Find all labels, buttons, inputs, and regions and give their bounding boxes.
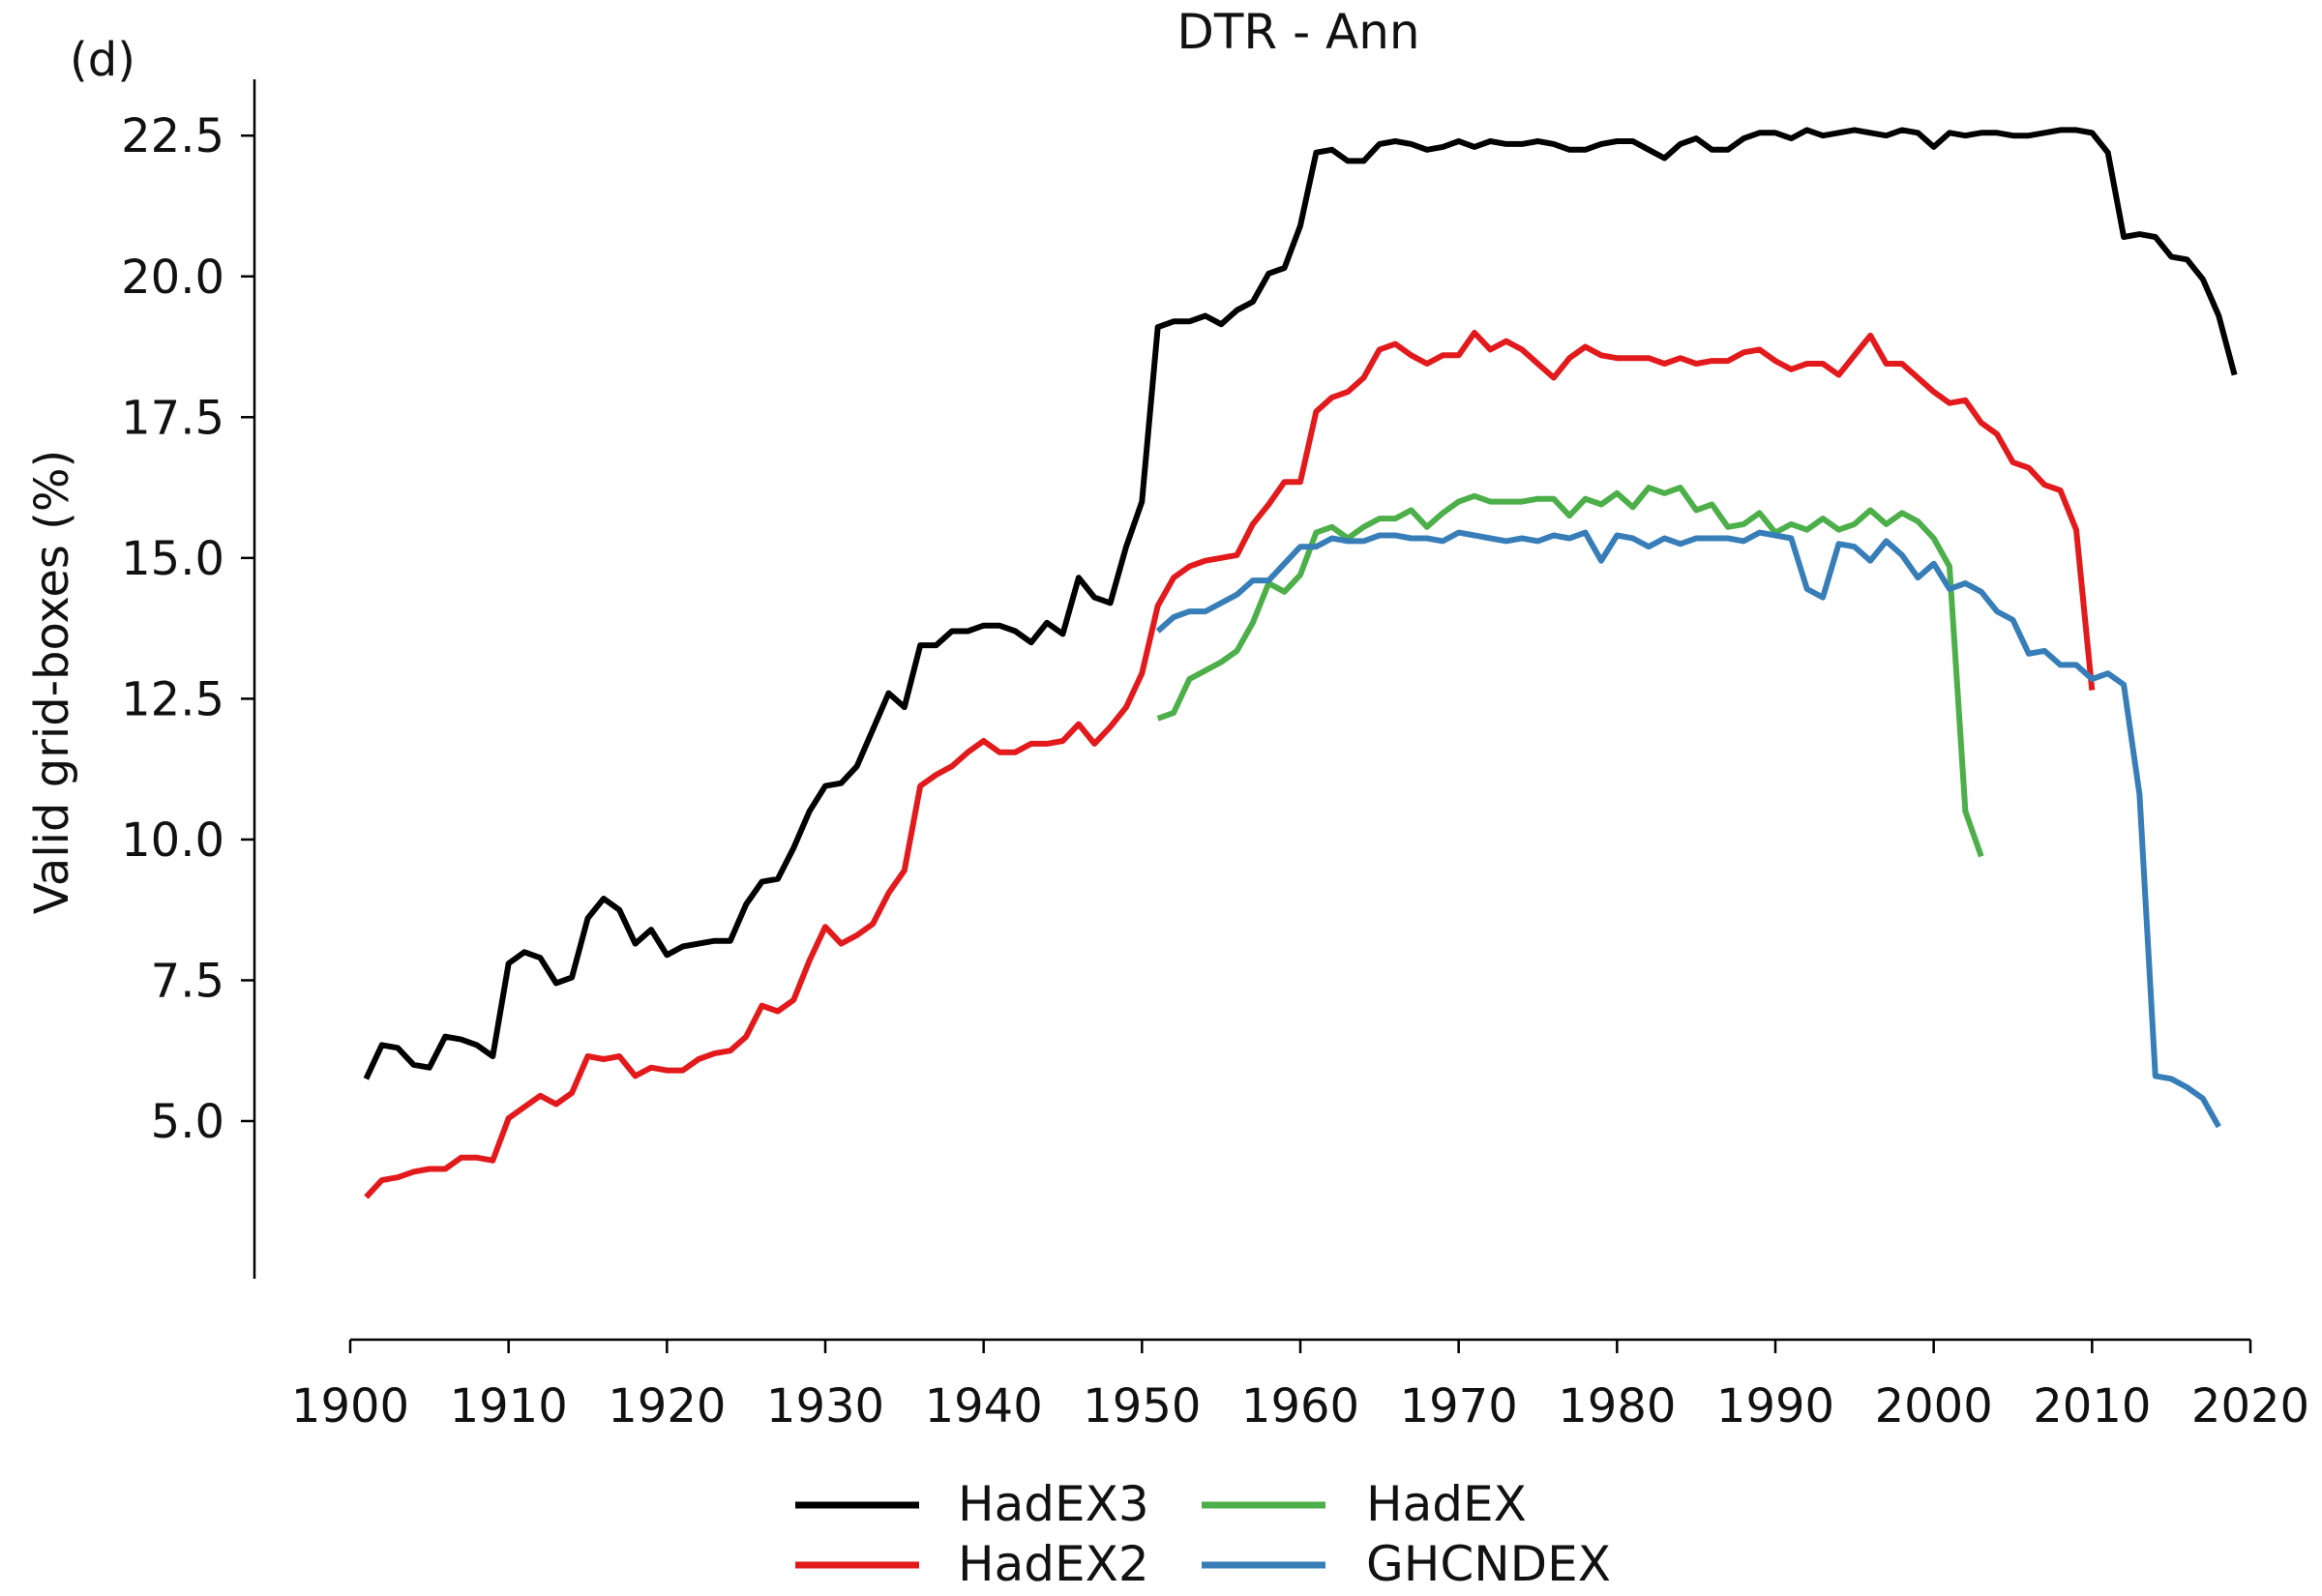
chart-title: DTR - Ann xyxy=(1176,4,1419,60)
x-axis-ticks: 1900 1910 1920 1930 1940 1950 1960 1970 1980 1990… xyxy=(291,1340,2309,1433)
y-tick-label: 5.0 xyxy=(151,1095,224,1149)
x-tick-label: 1990 xyxy=(1716,1379,1834,1433)
y-tick-label: 22.5 xyxy=(121,109,224,163)
y-axis-label: Valid grid-boxes (%) xyxy=(25,450,79,914)
y-tick-label: 17.5 xyxy=(121,391,224,445)
legend: HadEX3 HadEX2 HadEX GHCNDEX xyxy=(795,1476,1611,1592)
x-tick-label: 1960 xyxy=(1241,1379,1359,1433)
x-tick-label: 2010 xyxy=(2033,1379,2151,1433)
y-tick-label: 12.5 xyxy=(121,672,224,726)
x-tick-label: 2020 xyxy=(2191,1379,2309,1433)
legend-label-hadex3: HadEX3 xyxy=(958,1476,1149,1532)
series-line-hadex3 xyxy=(363,127,2238,1080)
series-line-hadex xyxy=(1156,485,1984,858)
x-tick-label: 1900 xyxy=(291,1379,409,1433)
y-axis-ticks: 5.0 7.5 10.0 12.5 15.0 17.5 20.0 22.5 xyxy=(121,109,254,1149)
x-tick-label: 1930 xyxy=(766,1379,884,1433)
y-tick-label: 10.0 xyxy=(121,813,224,868)
series-line-hadex2 xyxy=(364,330,2096,1199)
x-tick-label: 2000 xyxy=(1875,1379,1993,1433)
x-tick-label: 1910 xyxy=(450,1379,568,1433)
x-tick-label: 1980 xyxy=(1558,1379,1676,1433)
series-lines xyxy=(363,127,2238,1199)
x-tick-label: 1970 xyxy=(1400,1379,1518,1433)
legend-label-ghcndex: GHCNDEX xyxy=(1366,1536,1611,1592)
y-tick-label: 7.5 xyxy=(151,954,224,1008)
y-tick-label: 15.0 xyxy=(121,532,224,586)
x-tick-label: 1920 xyxy=(608,1379,726,1433)
x-tick-label: 1950 xyxy=(1083,1379,1201,1433)
x-tick-label: 1940 xyxy=(925,1379,1043,1433)
legend-label-hadex: HadEX xyxy=(1366,1476,1527,1532)
series-line-ghcndex xyxy=(1155,529,2221,1129)
y-tick-label: 20.0 xyxy=(121,251,224,305)
panel-label: (d) xyxy=(70,33,135,87)
legend-label-hadex2: HadEX2 xyxy=(958,1536,1149,1592)
